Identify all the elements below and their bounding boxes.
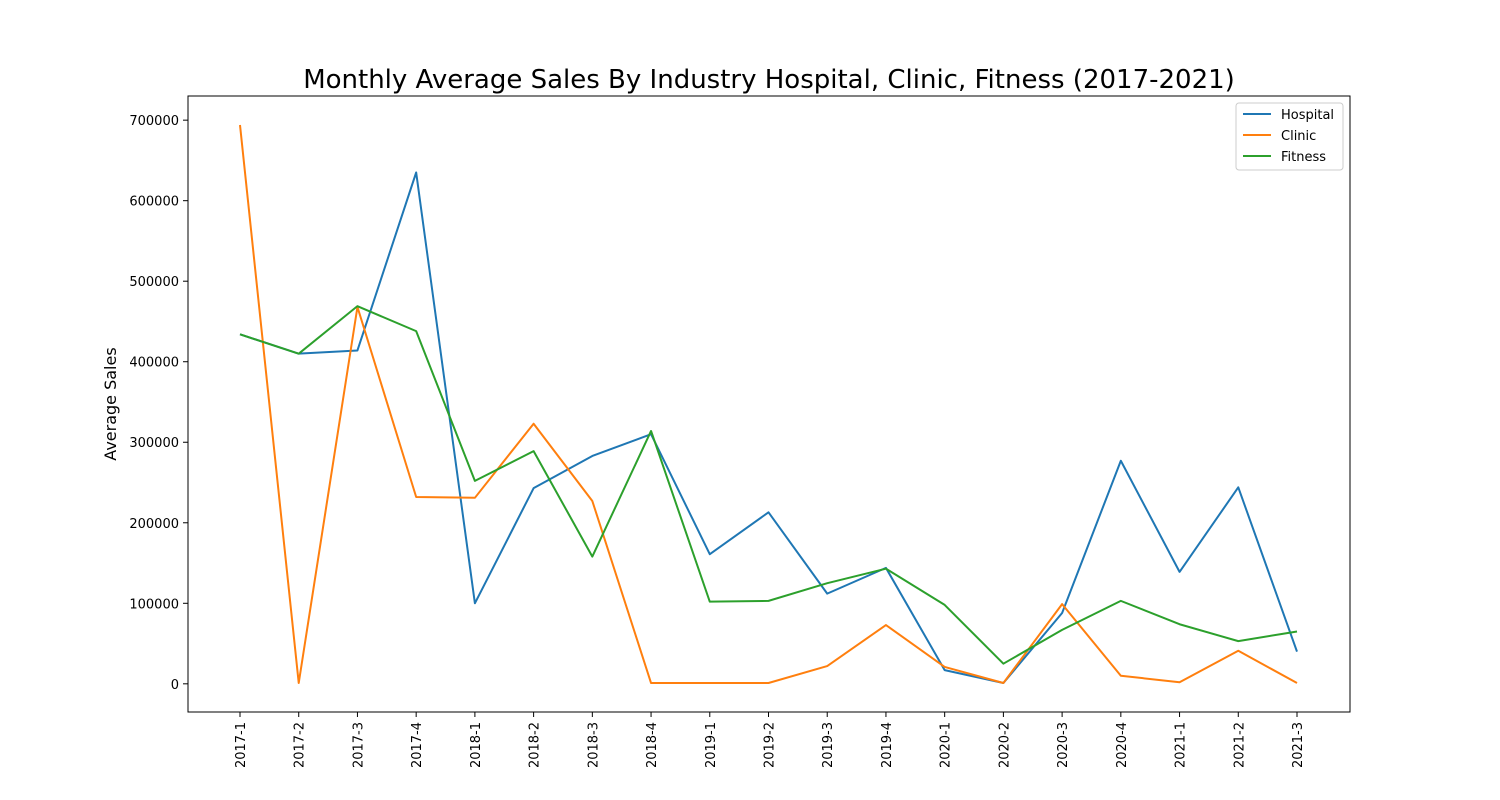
x-tick-label: 2021-2 — [1232, 722, 1247, 768]
x-tick-label: 2018-1 — [469, 722, 484, 768]
series-line-clinic — [239, 124, 1298, 685]
y-tick-label: 700000 — [129, 114, 179, 129]
y-tick-label: 200000 — [129, 517, 179, 532]
x-tick-label: 2020-3 — [1056, 722, 1071, 768]
x-tick-label: 2021-3 — [1291, 722, 1306, 768]
x-tick-label: 2019-3 — [821, 722, 836, 768]
x-tick-label: 2018-4 — [645, 722, 660, 768]
x-tick-label: 2017-4 — [410, 722, 425, 768]
series-line-hospital — [239, 171, 1298, 685]
y-tick-label: 400000 — [129, 356, 179, 371]
x-tick-label: 2018-3 — [586, 722, 601, 768]
x-tick-label: 2017-3 — [351, 722, 366, 768]
x-tick-label: 2020-2 — [997, 722, 1012, 768]
y-axis-label: Average Sales — [101, 347, 120, 460]
y-tick-label: 300000 — [129, 436, 179, 451]
series-layer — [239, 124, 1298, 685]
legend-label-fitness: Fitness — [1281, 150, 1326, 165]
y-tick-label: 500000 — [129, 275, 179, 290]
y-tick-label: 0 — [171, 678, 179, 693]
plot-frame — [187, 95, 1351, 713]
x-tick-label: 2020-4 — [1115, 722, 1130, 768]
legend-label-hospital: Hospital — [1281, 108, 1334, 123]
x-tick-label: 2017-1 — [234, 722, 249, 768]
x-tick-label: 2020-1 — [939, 722, 954, 768]
x-tick-label: 2019-4 — [880, 722, 895, 768]
y-tick-label: 100000 — [129, 597, 179, 612]
series-line-fitness — [239, 305, 1298, 665]
legend-label-clinic: Clinic — [1281, 129, 1316, 144]
x-axis-ticks: 2017-1 2017-2 2017-3 2017-4 2018-1 2018-2 2018… — [234, 712, 1306, 768]
x-tick-label: 2017-2 — [293, 722, 308, 768]
legend: Hospital Clinic Fitness — [1235, 102, 1344, 171]
x-tick-label: 2018-2 — [528, 722, 543, 768]
x-tick-label: 2021-1 — [1174, 722, 1189, 768]
x-tick-label: 2019-2 — [763, 722, 778, 768]
chart-title: Monthly Average Sales By Industry Hospit… — [303, 65, 1235, 95]
y-tick-label: 600000 — [129, 195, 179, 210]
y-axis-ticks: 0 100000 200000 300000 400000 500000 600000 700… — [129, 114, 188, 693]
legend-box — [1235, 102, 1344, 171]
x-tick-label: 2019-1 — [704, 722, 719, 768]
